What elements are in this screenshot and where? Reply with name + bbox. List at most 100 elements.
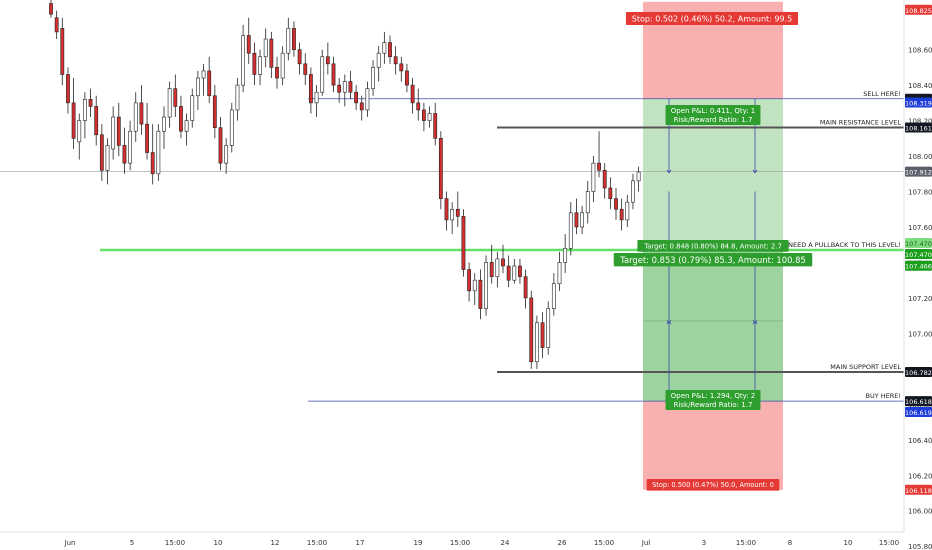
candle-body-10 [105, 145, 110, 171]
main-resistance-level-label: MAIN RESISTANCE LEVEL [820, 119, 901, 127]
candle-body-30 [218, 127, 223, 164]
candle-body-98 [602, 169, 607, 189]
price-tag-2-text: 108.319 [905, 99, 932, 107]
candle-body-63 [405, 70, 409, 86]
candle-body-26 [196, 77, 200, 97]
time-tick-label-16: 10 [844, 539, 853, 547]
candle-body-70 [444, 198, 449, 221]
candle-body-13 [122, 145, 127, 164]
time-tick-label-3: 10 [214, 539, 223, 547]
long-stop-label-box [646, 479, 780, 491]
candle-body-42 [286, 28, 291, 54]
price-tick-label-5: 107.600 [908, 224, 932, 232]
candle-body-59 [382, 42, 387, 54]
price-tag-8-text: 106.782 [905, 369, 932, 377]
candle-body-31 [224, 145, 229, 164]
candle-body-69 [438, 138, 443, 199]
candle-body-104 [636, 171, 641, 182]
candle-body-41 [280, 52, 285, 79]
price-tick-label-12: 106.200 [908, 472, 932, 480]
candle-body-93 [574, 212, 579, 228]
candle-body-14 [128, 130, 133, 164]
long-pl-label-box [665, 390, 761, 410]
candle-body-92 [568, 212, 573, 249]
price-tag-11-text: 106.118 [905, 487, 932, 495]
candle-body-0 [49, 3, 53, 15]
price-tag-10-text: 106.619 [905, 409, 932, 417]
long-pl-label-line2: Risk/Reward Ratio: 1.7 [674, 401, 753, 409]
candle-body-2 [60, 28, 65, 75]
time-axis-ticks: Jun 5 15:00 10 12 15:00 17 19 15:00 24 26 15:00 Jul 3… [64, 539, 900, 547]
long-target-label-box [637, 240, 789, 252]
candle-body-60 [388, 42, 392, 58]
candle-body-91 [563, 247, 568, 263]
long-stop-label-text: Stop: 0.500 (0.47%) 50.0, Amount: 0 [652, 481, 774, 489]
candle-body-35 [246, 35, 251, 54]
candle-body-103 [631, 180, 635, 203]
candle-body-8 [94, 106, 99, 136]
candle-body-62 [399, 63, 404, 72]
price-tag-3-box [905, 122, 932, 133]
candle-body-95 [585, 191, 590, 214]
candle-body-28 [207, 70, 212, 97]
buy-level-label: BUY HERE! [866, 392, 901, 400]
candle-body-77 [484, 262, 488, 309]
short-target-label-box [613, 253, 813, 267]
candle-body-49 [325, 56, 330, 65]
candle-body-23 [179, 106, 183, 132]
time-tick-label-5: 15:00 [307, 539, 327, 547]
candle-body-96 [591, 162, 596, 192]
price-tag-5-text: 107.470 [905, 240, 932, 248]
candle-body-78 [489, 262, 494, 277]
price-tag-7-text: 107.466 [905, 263, 932, 271]
candle-body-17 [145, 123, 149, 153]
candle-body-11 [111, 116, 116, 150]
time-axis[interactable]: Jun 5 15:00 10 12 15:00 17 19 15:00 24 26 15:00 Jul 3… [0, 531, 904, 547]
candle-body-34 [241, 35, 246, 86]
candle-body-68 [433, 113, 438, 139]
price-tick-label-11: 106.400 [908, 437, 932, 445]
price-tag-11-box [905, 484, 932, 495]
candle-body-99 [608, 187, 613, 199]
candle-body-4 [71, 102, 76, 139]
candle-body-85 [529, 297, 534, 363]
short-target-label-text: Target: 0.853 (0.79%) 85.3, Amount: 100.… [619, 255, 806, 265]
candle-body-27 [201, 70, 206, 79]
candle-body-81 [506, 265, 511, 281]
time-tick-label-14: 15:00 [736, 539, 756, 547]
candle-body-32 [229, 109, 234, 146]
price-tag-0-text: 108.825 [905, 7, 932, 15]
candle-body-21 [167, 88, 172, 118]
time-tick-label-6: 17 [356, 539, 365, 547]
price-tag-6-text: 107.470 [905, 251, 932, 259]
candle-body-88 [546, 308, 551, 348]
candle-body-90 [557, 262, 562, 285]
candle-body-33 [235, 84, 240, 111]
candle-body-87 [540, 322, 545, 348]
candle-body-61 [393, 56, 398, 65]
candle-body-53 [348, 81, 353, 93]
candle-body-94 [580, 212, 585, 228]
candle-body-76 [478, 279, 483, 309]
candle-body-15 [133, 102, 138, 132]
time-tick-label-15: 8 [788, 539, 792, 547]
candles [49, 0, 641, 369]
price-tick-label-2: 108.200 [908, 118, 932, 126]
candle-body-56 [365, 88, 370, 111]
price-tag-9-text: 106.618 [905, 398, 932, 406]
price-tick-label-13: 106.000 [908, 508, 932, 516]
price-axis[interactable]: 108.600 108.400 108.200 108.000 107.800 107.6… [903, 0, 932, 550]
candle-body-55 [359, 102, 364, 111]
candle-body-6 [83, 99, 87, 121]
price-tag-7-box [905, 260, 932, 271]
candle-body-83 [518, 265, 522, 277]
candle-body-50 [331, 63, 336, 86]
price-tag-4-box [905, 166, 932, 177]
short-pl-label-line2: Risk/Reward Ratio: 1.7 [674, 116, 753, 124]
candle-body-100 [614, 198, 618, 210]
time-tick-label-11: 15:00 [594, 539, 614, 547]
candle-body-64 [410, 84, 415, 104]
short-pl-label-line1: Open P&L: 0.411, Qty: 1 [671, 107, 756, 115]
